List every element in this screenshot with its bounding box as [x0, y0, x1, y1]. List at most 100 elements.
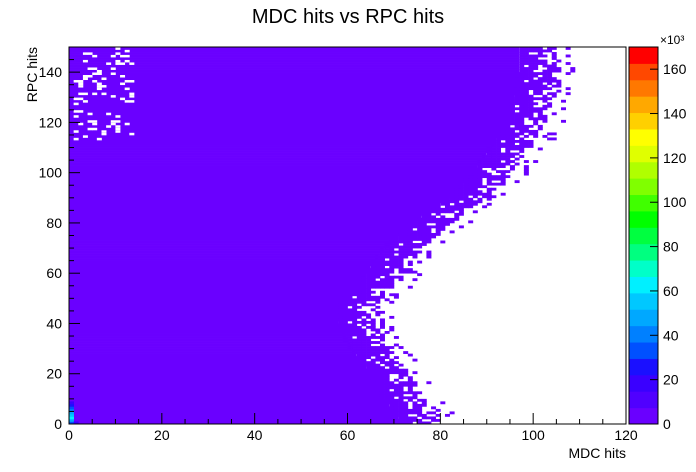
heatmap-stripe [69, 170, 474, 174]
heatmap-stripe [69, 371, 370, 375]
heatmap-cell [366, 295, 372, 299]
heatmap-cell [547, 104, 553, 108]
heatmap-cell [500, 124, 506, 128]
heatmap-cell [361, 361, 367, 365]
heatmap-cell [496, 152, 502, 156]
heatmap-stripe [69, 207, 433, 211]
heatmap-cell [523, 67, 529, 70]
heatmap-cell [389, 391, 395, 395]
heatmap-cell [440, 207, 446, 211]
heatmap-cell [356, 331, 362, 334]
heatmap-empty-cell [115, 47, 121, 50]
heatmap-cell [366, 298, 372, 302]
heatmap-cell [458, 190, 464, 194]
heatmap-cell [403, 232, 409, 236]
heatmap-stripe [69, 333, 345, 337]
heatmap-stripe [69, 54, 520, 58]
heatmap-cell [496, 137, 502, 141]
heatmap-empty-cell [73, 97, 79, 101]
heatmap-cell [370, 373, 376, 377]
heatmap-cell [500, 129, 506, 133]
heatmap-cell [379, 280, 385, 284]
heatmap-cell [389, 253, 395, 256]
heatmap-cell [458, 210, 464, 214]
heatmap-cell [523, 82, 529, 86]
heatmap-empty-cell [82, 74, 88, 78]
heatmap-cell [500, 127, 506, 131]
heatmap-cell [500, 122, 506, 126]
heatmap-cell [491, 182, 497, 186]
heatmap-empty-cell [82, 77, 88, 81]
heatmap-cell [417, 238, 423, 241]
colorbar-segment [629, 407, 658, 425]
heatmap-cell [514, 84, 520, 88]
heatmap-empty-cell [115, 114, 121, 118]
heatmap-cell [375, 275, 381, 279]
heatmap-stripe [69, 92, 516, 96]
heatmap-cell [366, 361, 372, 365]
heatmap-cell [528, 79, 534, 83]
heatmap-cell [514, 89, 520, 93]
colorbar-tick-label: 100 [663, 194, 687, 210]
heatmap-cell [472, 172, 478, 176]
heatmap-cell [361, 310, 367, 314]
heatmap-cell [505, 117, 511, 121]
heatmap-cell [551, 137, 557, 141]
heatmap-cell [403, 416, 409, 420]
heatmap-cell [407, 238, 413, 241]
heatmap-cell [356, 283, 362, 287]
colorbar-tick-label: 120 [663, 150, 687, 166]
heatmap-cell [366, 336, 372, 339]
heatmap-cell [338, 325, 344, 329]
heatmap-cell [482, 162, 488, 166]
heatmap-cell [449, 210, 455, 214]
heatmap-cell [519, 142, 525, 146]
heatmap-cell [519, 112, 525, 116]
heatmap-cell [514, 119, 520, 123]
x-tick-label: 80 [433, 427, 449, 443]
heatmap-cell [398, 418, 404, 422]
heatmap-cell [486, 172, 492, 176]
y-tick-label: 80 [46, 215, 62, 231]
heatmap-cell [347, 300, 353, 304]
heatmap-cell [542, 104, 548, 108]
heatmap-cell [444, 205, 450, 209]
heatmap-cell [389, 398, 395, 402]
heatmap-cell [379, 253, 385, 256]
heatmap-cell [393, 401, 399, 405]
heatmap-cell [431, 220, 437, 224]
heatmap-empty-cell [115, 119, 121, 123]
heatmap-cell [528, 145, 534, 148]
heatmap-cell [556, 89, 562, 93]
heatmap-cell [393, 240, 399, 244]
heatmap-cell [361, 331, 367, 334]
heatmap-cell [361, 303, 367, 307]
heatmap-cell [533, 62, 539, 65]
heatmap-cell [407, 235, 413, 239]
heatmap-cell [384, 278, 390, 282]
heatmap-stripe [69, 320, 339, 324]
heatmap-stripe [69, 222, 412, 226]
heatmap-cell [417, 418, 423, 422]
chart-title: MDC hits vs RPC hits [252, 6, 444, 28]
heatmap-empty-cell [78, 82, 84, 86]
heatmap-cell [379, 255, 385, 259]
colorbar-segment [629, 243, 658, 261]
heatmap-cell [551, 92, 557, 96]
heatmap-cell [403, 381, 409, 385]
heatmap-cell [342, 305, 348, 309]
heatmap-cell [519, 109, 525, 113]
heatmap-cell [412, 230, 418, 234]
heatmap-cell [379, 250, 385, 254]
heatmap-stripe [69, 225, 409, 229]
heatmap-cell [342, 338, 348, 342]
heatmap-cell [426, 210, 432, 214]
heatmap-cell [412, 270, 418, 274]
heatmap-cell [523, 69, 529, 73]
heatmap-cell [384, 383, 390, 387]
heatmap-empty-cell [129, 62, 135, 65]
heatmap-cell [496, 134, 502, 138]
heatmap-cell [514, 127, 520, 131]
heatmap-cell [440, 401, 446, 405]
heatmap-cell [398, 388, 404, 392]
